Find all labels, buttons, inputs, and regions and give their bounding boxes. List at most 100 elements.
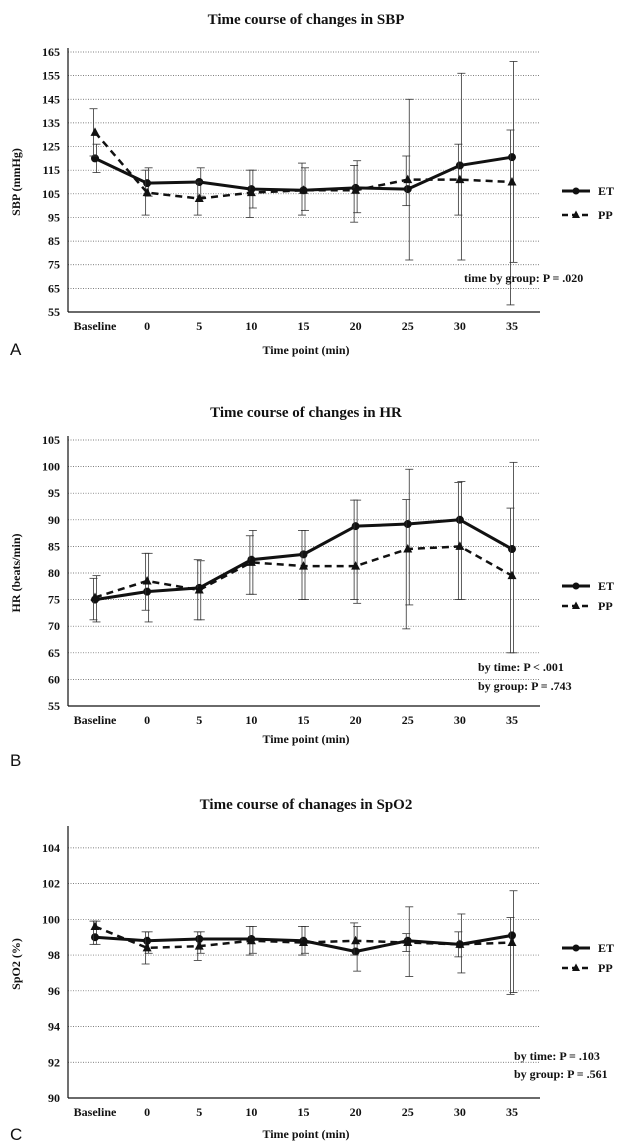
data-point xyxy=(455,161,464,170)
data-point xyxy=(455,541,465,550)
stat-annotation: by group: P = .743 xyxy=(478,679,572,693)
legend: ET PP xyxy=(562,579,614,613)
chart-panel-c: Time course of chanages in SpO2 90 92 94 96 9… xyxy=(9,797,614,1143)
panel-letter: C xyxy=(10,1125,22,1143)
y-tick-label: 135 xyxy=(42,116,60,130)
y-tick-label: 92 xyxy=(48,1055,60,1069)
data-point xyxy=(351,522,360,531)
y-tick-label: 90 xyxy=(48,1091,60,1105)
data-point xyxy=(351,935,361,945)
data-point xyxy=(299,185,308,194)
x-tick-label: 10 xyxy=(245,713,257,727)
series-et xyxy=(91,61,518,263)
legend-marker xyxy=(572,187,580,195)
series-pp xyxy=(89,108,517,306)
y-tick-label: 100 xyxy=(42,912,60,926)
stat-annotation: by group: P = .561 xyxy=(514,1067,608,1081)
legend-label: PP xyxy=(598,599,613,613)
x-tick-label: 30 xyxy=(454,1105,466,1119)
panel-letter: B xyxy=(10,751,21,770)
y-tick-label: 105 xyxy=(42,433,60,447)
series-line xyxy=(94,131,513,200)
y-axis-label: HR (beats/min) xyxy=(9,534,23,613)
x-tick-label: 10 xyxy=(245,319,257,333)
panel-letter: A xyxy=(10,340,22,359)
x-axis-label: Time point (min) xyxy=(262,732,349,746)
data-point xyxy=(403,520,412,529)
data-point xyxy=(246,557,256,566)
x-tick-label: 20 xyxy=(350,713,362,727)
y-tick-label: 102 xyxy=(42,877,60,891)
legend-marker xyxy=(572,963,580,971)
data-point xyxy=(455,939,465,948)
series-et xyxy=(91,461,518,654)
x-tick-label: 0 xyxy=(144,1105,150,1119)
data-point xyxy=(508,153,516,162)
y-tick-label: 155 xyxy=(42,69,60,83)
legend: ET PP xyxy=(562,941,614,975)
legend-label: PP xyxy=(598,961,613,975)
y-tick-label: 85 xyxy=(48,234,60,248)
data-point xyxy=(194,585,204,594)
x-tick-label: 25 xyxy=(402,319,414,333)
y-tick-label: 60 xyxy=(48,672,60,686)
legend-marker xyxy=(572,210,580,218)
x-tick-label: 15 xyxy=(298,319,310,333)
data-point xyxy=(351,947,360,956)
data-point xyxy=(351,561,361,570)
y-tick-label: 100 xyxy=(42,460,60,474)
data-point xyxy=(143,936,152,945)
x-tick-label: 30 xyxy=(454,319,466,333)
stat-annotation: by time: P = .103 xyxy=(514,1049,600,1063)
series-line xyxy=(94,925,513,950)
chart-title: Time course of chanages in SpO2 xyxy=(200,797,413,813)
y-tick-label: 80 xyxy=(48,566,60,580)
y-tick-label: 75 xyxy=(48,593,60,607)
chart-title: Time course of changes in SBP xyxy=(208,12,405,28)
y-tick-label: 55 xyxy=(48,305,60,319)
x-tick-label: 35 xyxy=(506,1105,518,1119)
y-tick-label: 96 xyxy=(48,984,60,998)
legend-label: PP xyxy=(598,208,613,222)
data-point xyxy=(403,937,413,947)
data-point xyxy=(142,187,152,197)
y-tick-label: 165 xyxy=(42,45,60,59)
legend-label: ET xyxy=(598,579,614,593)
x-tick-label: 0 xyxy=(144,319,150,333)
data-point xyxy=(90,592,100,601)
x-tick-label: 0 xyxy=(144,713,150,727)
data-point xyxy=(91,154,99,163)
data-point xyxy=(403,185,412,194)
y-tick-label: 95 xyxy=(48,486,60,500)
data-point xyxy=(246,935,256,945)
chart-panel-a: Time course of changes in SBP 55 65 75 85 95 1… xyxy=(9,12,614,359)
y-tick-label: 98 xyxy=(48,948,60,962)
y-axis-label: SBP (mmHg) xyxy=(9,148,23,216)
x-tick-label: 25 xyxy=(402,1105,414,1119)
x-tick-label: 20 xyxy=(350,1105,362,1119)
y-tick-label: 105 xyxy=(42,187,60,201)
y-tick-label: 65 xyxy=(48,281,60,295)
data-point xyxy=(194,941,204,950)
data-point xyxy=(142,575,152,585)
x-tick-label: 15 xyxy=(298,713,310,727)
x-tick-label: 20 xyxy=(350,319,362,333)
data-point xyxy=(508,931,516,940)
series-pp xyxy=(89,917,517,995)
data-point xyxy=(299,550,308,559)
x-tick-label: 30 xyxy=(454,713,466,727)
x-axis-label: Time point (min) xyxy=(262,343,349,357)
data-point xyxy=(299,561,308,570)
legend-label: ET xyxy=(598,941,614,955)
x-tick-label: 5 xyxy=(196,319,202,333)
y-axis-label: SpO2 (%) xyxy=(9,938,23,990)
data-point xyxy=(351,185,361,194)
data-point xyxy=(455,515,464,524)
data-point xyxy=(91,933,99,942)
data-point xyxy=(455,174,465,184)
x-tick-label: 5 xyxy=(196,713,202,727)
chart-panel-b: Time course of changes in HR 55 60 65 70 75 80… xyxy=(9,405,614,770)
data-point xyxy=(403,544,413,553)
y-tick-label: 85 xyxy=(48,539,60,553)
